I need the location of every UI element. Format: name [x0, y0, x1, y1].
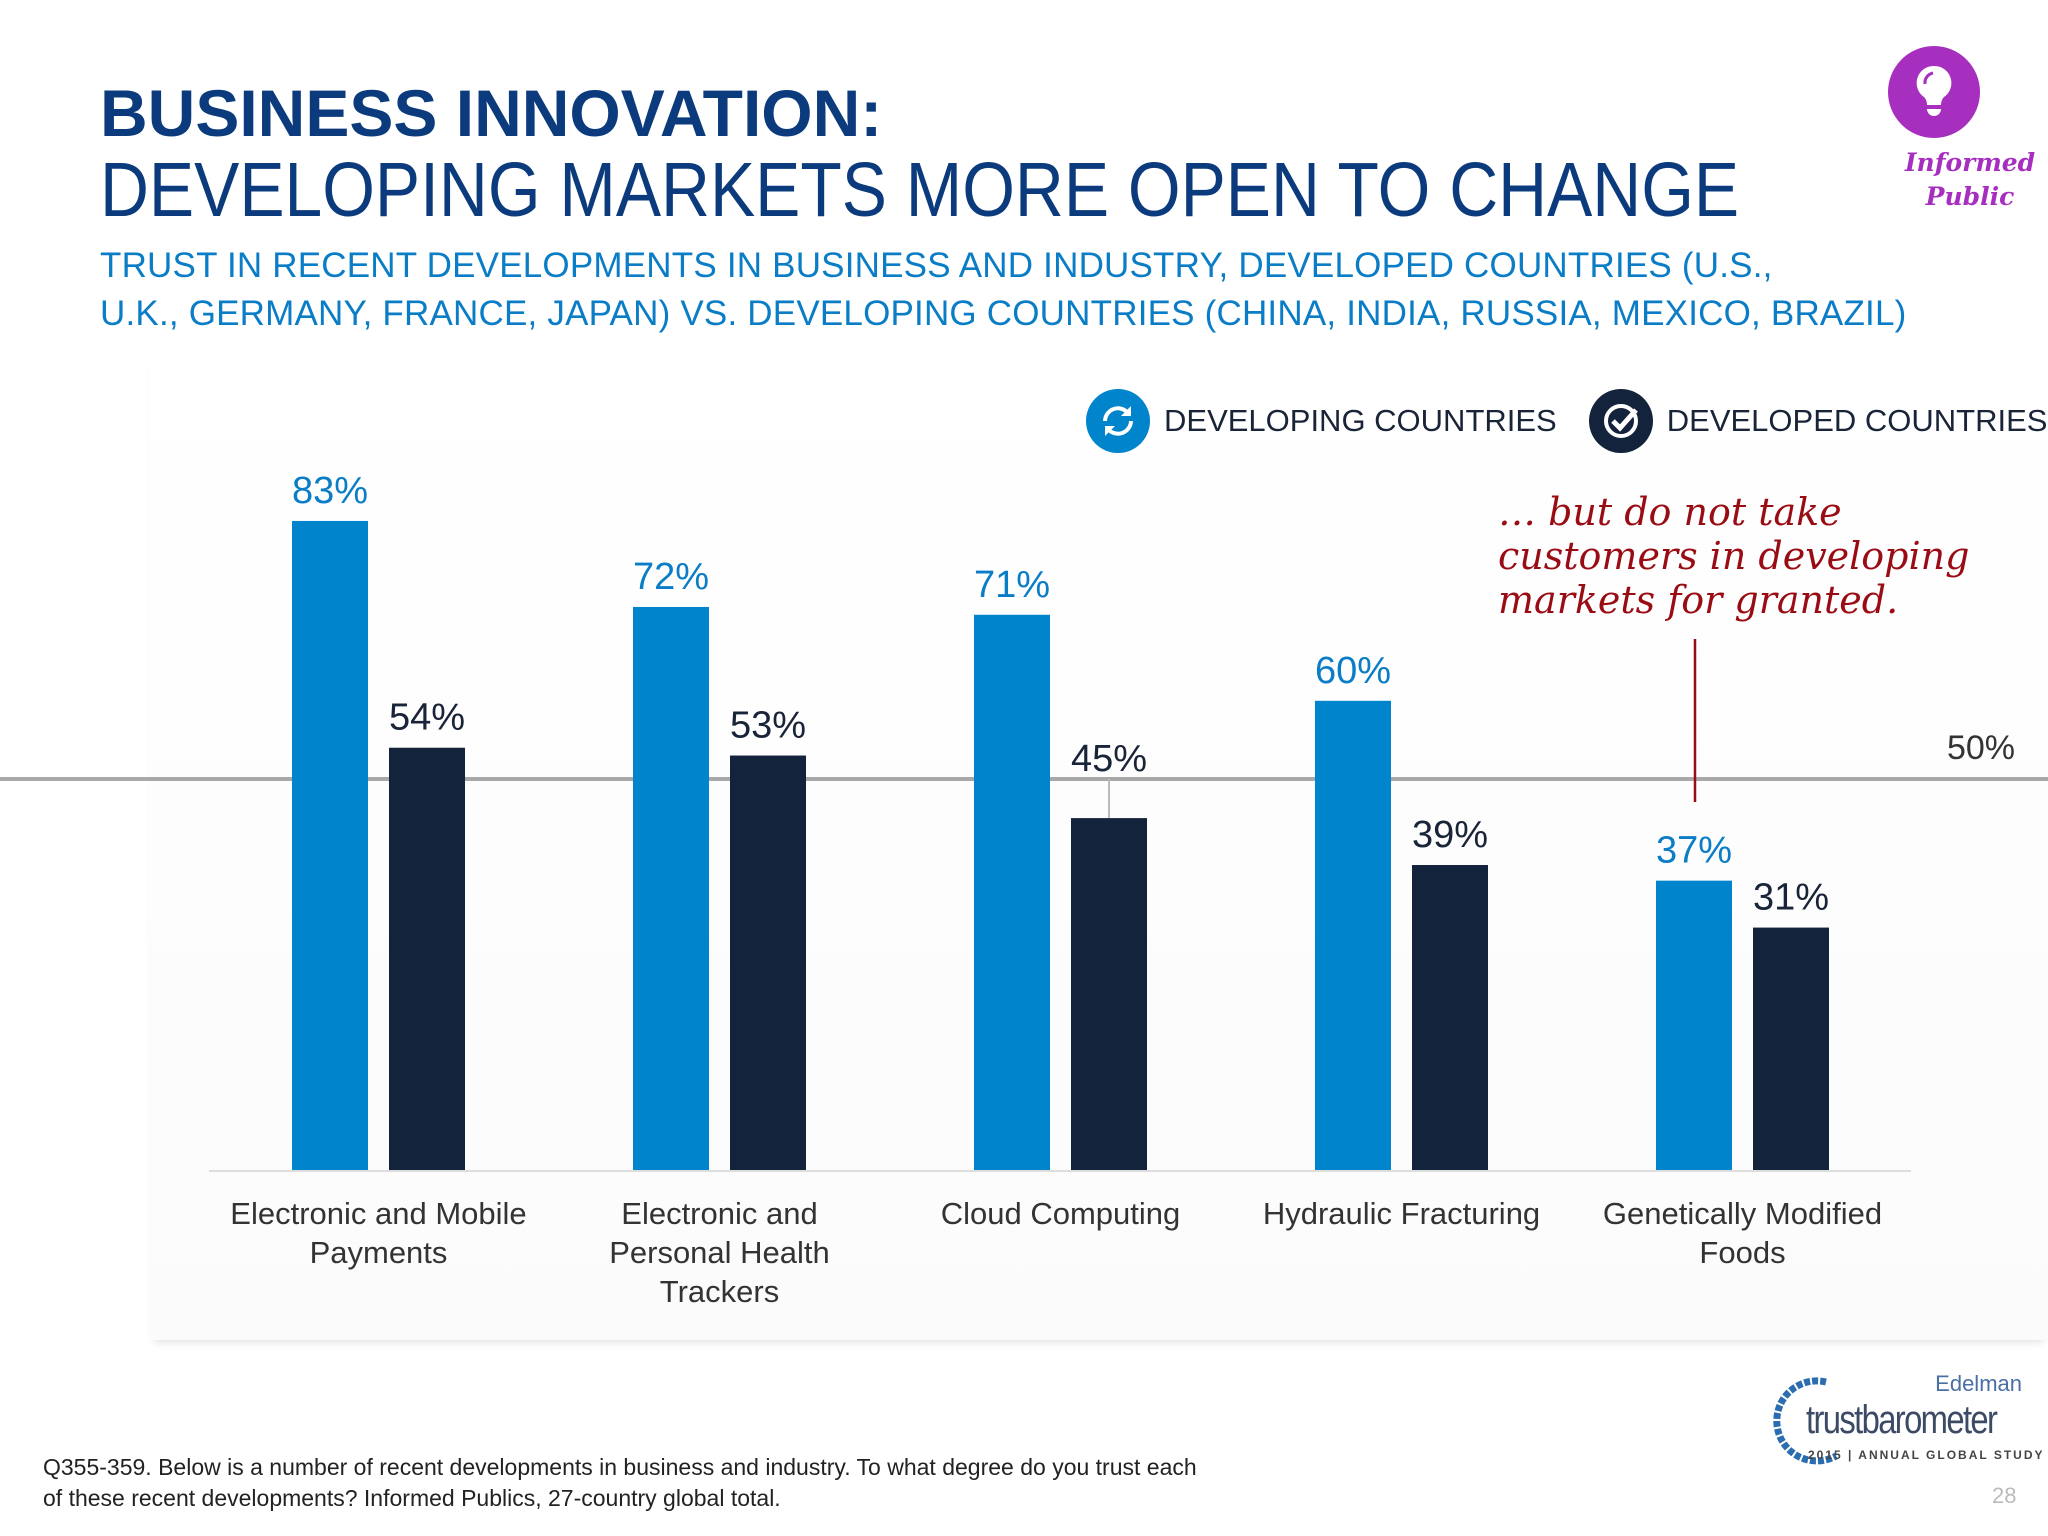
legend-developing: DEVELOPING COUNTRIES: [1164, 403, 1557, 438]
data-label: 54%: [389, 697, 465, 739]
subtitle-line-2: U.K., GERMANY, FRANCE, JAPAN) VS. DEVELO…: [100, 294, 1907, 333]
refresh-icon: [1086, 389, 1150, 453]
category-label: Personal Health: [609, 1235, 830, 1270]
data-label: 39%: [1412, 814, 1488, 856]
data-label: 60%: [1315, 650, 1391, 692]
category-label: Genetically Modified: [1603, 1196, 1882, 1231]
legend: DEVELOPING COUNTRIES DEVELOPED COUNTRIES: [1086, 389, 2047, 453]
badge-line-1: Informed: [1904, 148, 2036, 177]
footnote-line-1: Q355-359. Below is a number of recent de…: [43, 1454, 1197, 1480]
bar-developed: [1753, 927, 1829, 1170]
logo-name: trustbarometer: [1806, 1398, 1998, 1442]
annotation-line-1: … but do not take: [1498, 490, 1842, 534]
bar-developing: [633, 606, 709, 1170]
page-number: 28: [1992, 1483, 2017, 1508]
bar-developing: [1656, 880, 1732, 1170]
bar-developing: [292, 520, 368, 1170]
category-label: Electronic and: [621, 1196, 817, 1231]
bar-developed: [389, 747, 465, 1170]
data-label: 31%: [1753, 877, 1829, 919]
edelman-trustbarometer-logo: Edelman trustbarometer 2015 | ANNUAL GLO…: [1766, 1371, 2043, 1468]
bar-developed: [1071, 818, 1147, 1170]
page-title: BUSINESS INNOVATION:: [100, 76, 883, 150]
bar-developed: [730, 755, 806, 1170]
category-label: Electronic and Mobile: [230, 1196, 526, 1231]
reference-line-label: 50%: [1947, 729, 2015, 767]
bar-developing: [1315, 700, 1391, 1170]
lightbulb-icon: [1888, 46, 1980, 138]
annotation-line-3: markets for granted.: [1498, 578, 1899, 622]
check-circle-icon: [1588, 389, 1653, 453]
annotation: … but do not take customers in developin…: [1498, 490, 1969, 622]
data-label: 37%: [1656, 830, 1732, 872]
logo-brand: Edelman: [1935, 1371, 2022, 1396]
data-label: 72%: [633, 556, 709, 598]
data-label: 53%: [730, 705, 806, 747]
footnote-line-2: of these recent developments? Informed P…: [43, 1485, 781, 1511]
data-label: 83%: [292, 470, 368, 512]
logo-tagline: 2015 | ANNUAL GLOBAL STUDY: [1808, 1448, 2045, 1462]
legend-developed: DEVELOPED COUNTRIES: [1666, 403, 2048, 438]
subtitle-line-1: TRUST IN RECENT DEVELOPMENTS IN BUSINESS…: [100, 246, 1773, 285]
bar-chart: 50% 83% 54% Electronic and Mobile Payments 72…: [0, 470, 2048, 1309]
bar-developed: [1412, 865, 1488, 1170]
data-label: 71%: [974, 564, 1050, 606]
category-label: Payments: [310, 1235, 448, 1270]
category-label: Cloud Computing: [941, 1196, 1181, 1231]
logo-arc-icon: [1773, 1377, 1838, 1465]
footnote: Q355-359. Below is a number of recent de…: [43, 1452, 1197, 1514]
category-label: Trackers: [660, 1274, 779, 1309]
category-label: Hydraulic Fracturing: [1263, 1196, 1540, 1231]
bar-developing: [974, 614, 1050, 1170]
informed-public-badge: Informed Public: [1900, 146, 2040, 214]
badge-line-2: Public: [1925, 182, 2015, 211]
annotation-line-2: customers in developing: [1498, 534, 1970, 578]
data-label: 45%: [1071, 738, 1147, 780]
category-label: Foods: [1699, 1235, 1785, 1270]
page-subtitle-headline: DEVELOPING MARKETS MORE OPEN TO CHANGE: [100, 147, 1740, 233]
